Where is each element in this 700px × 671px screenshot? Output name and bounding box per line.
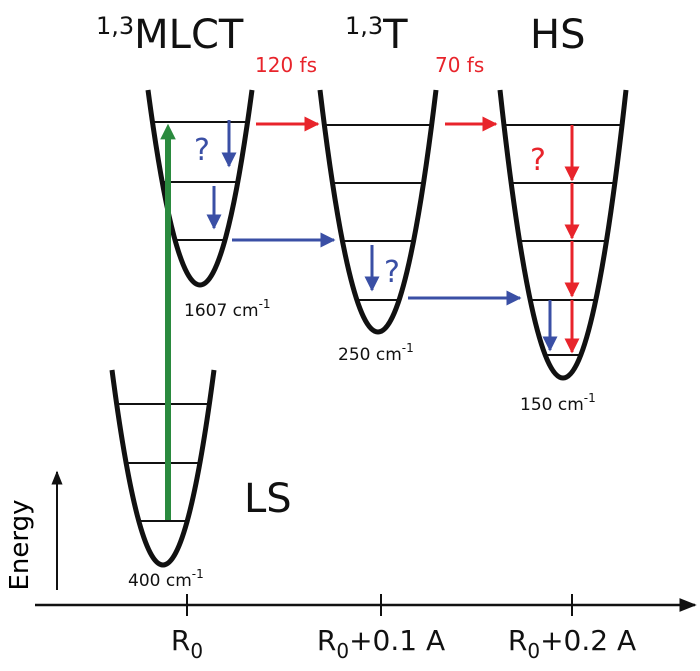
unknown-mark: ? <box>530 143 546 178</box>
frequency: 1607 cm-1 <box>184 297 271 321</box>
labels: 1,3MLCT 1,3T HS LS 1607 cm-1 250 cm-1 15… <box>96 12 596 591</box>
frequency: 150 cm-1 <box>520 391 596 415</box>
potential-well <box>497 89 629 381</box>
axes: Energy R0 R0+0.1 A R0+0.2 A <box>5 470 697 663</box>
potential-wells <box>109 89 629 568</box>
potential-well <box>317 89 439 335</box>
state-label: 1,3MLCT <box>96 12 244 58</box>
x-tick-label: R0+0.2 A <box>508 624 636 663</box>
frequency: 250 cm-1 <box>338 341 414 365</box>
state-label: LS <box>244 476 292 522</box>
transition-time: 120 fs <box>255 53 317 77</box>
y-label: Energy <box>5 499 35 590</box>
transition-time: 70 fs <box>435 53 484 77</box>
state-label: 1,3T <box>345 12 408 58</box>
frequency: 400 cm-1 <box>128 567 204 591</box>
potential-well <box>109 369 217 568</box>
x-tick-label: R0 <box>171 624 203 663</box>
x-tick-label: R0+0.1 A <box>317 624 445 663</box>
unknown-mark: ? <box>194 133 210 168</box>
potential-well <box>145 89 255 288</box>
arrows <box>160 116 580 520</box>
unknown-mark: ? <box>384 255 400 290</box>
state-label: HS <box>530 12 585 58</box>
